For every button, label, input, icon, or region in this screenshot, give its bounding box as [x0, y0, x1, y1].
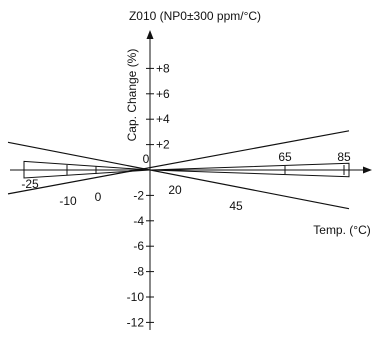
x-tick-label: 65 — [278, 150, 292, 164]
envelope-lines — [7, 130, 350, 210]
x-axis-label: Temp. (°C) — [313, 223, 370, 237]
y-axis-arrow — [146, 30, 154, 39]
y-tick-label: +8 — [156, 61, 170, 75]
tolerance-band-left — [23, 160, 151, 179]
y-tick-label: +2 — [156, 138, 170, 152]
y-tick-label: -12 — [127, 315, 145, 329]
y-tick-label: -2 — [133, 188, 144, 202]
y-tick-label: -8 — [133, 265, 144, 279]
x-ticks: -25 -10 0 20 45 65 85 — [21, 150, 351, 213]
envelope-line — [7, 141, 350, 210]
x-tick-label: 45 — [229, 199, 243, 213]
x-axis-arrow — [363, 166, 372, 174]
y-ticks: +8 +6 +4 +2 -2 -4 -6 -8 -10 -12 — [127, 61, 170, 329]
x-tick-label: -10 — [59, 194, 77, 208]
x-tick-label: 85 — [337, 150, 351, 164]
origin-label: 0 — [143, 152, 150, 166]
y-axis-label: Cap. Change (%) — [125, 49, 139, 142]
y-tick-label: -4 — [133, 214, 144, 228]
y-tick-label: +6 — [156, 87, 170, 101]
y-tick-label: +4 — [156, 112, 170, 126]
chart-title: Z010 (NP0±300 ppm/°C) — [129, 9, 261, 23]
x-tick-label: -25 — [21, 177, 39, 191]
x-tick-label: 0 — [95, 190, 102, 204]
axes — [10, 30, 372, 330]
y-tick-label: -10 — [127, 290, 145, 304]
envelope-line — [7, 130, 350, 195]
y-tick-label: -6 — [133, 239, 144, 253]
x-tick-label: 20 — [168, 183, 182, 197]
tolerance-band — [23, 160, 350, 179]
